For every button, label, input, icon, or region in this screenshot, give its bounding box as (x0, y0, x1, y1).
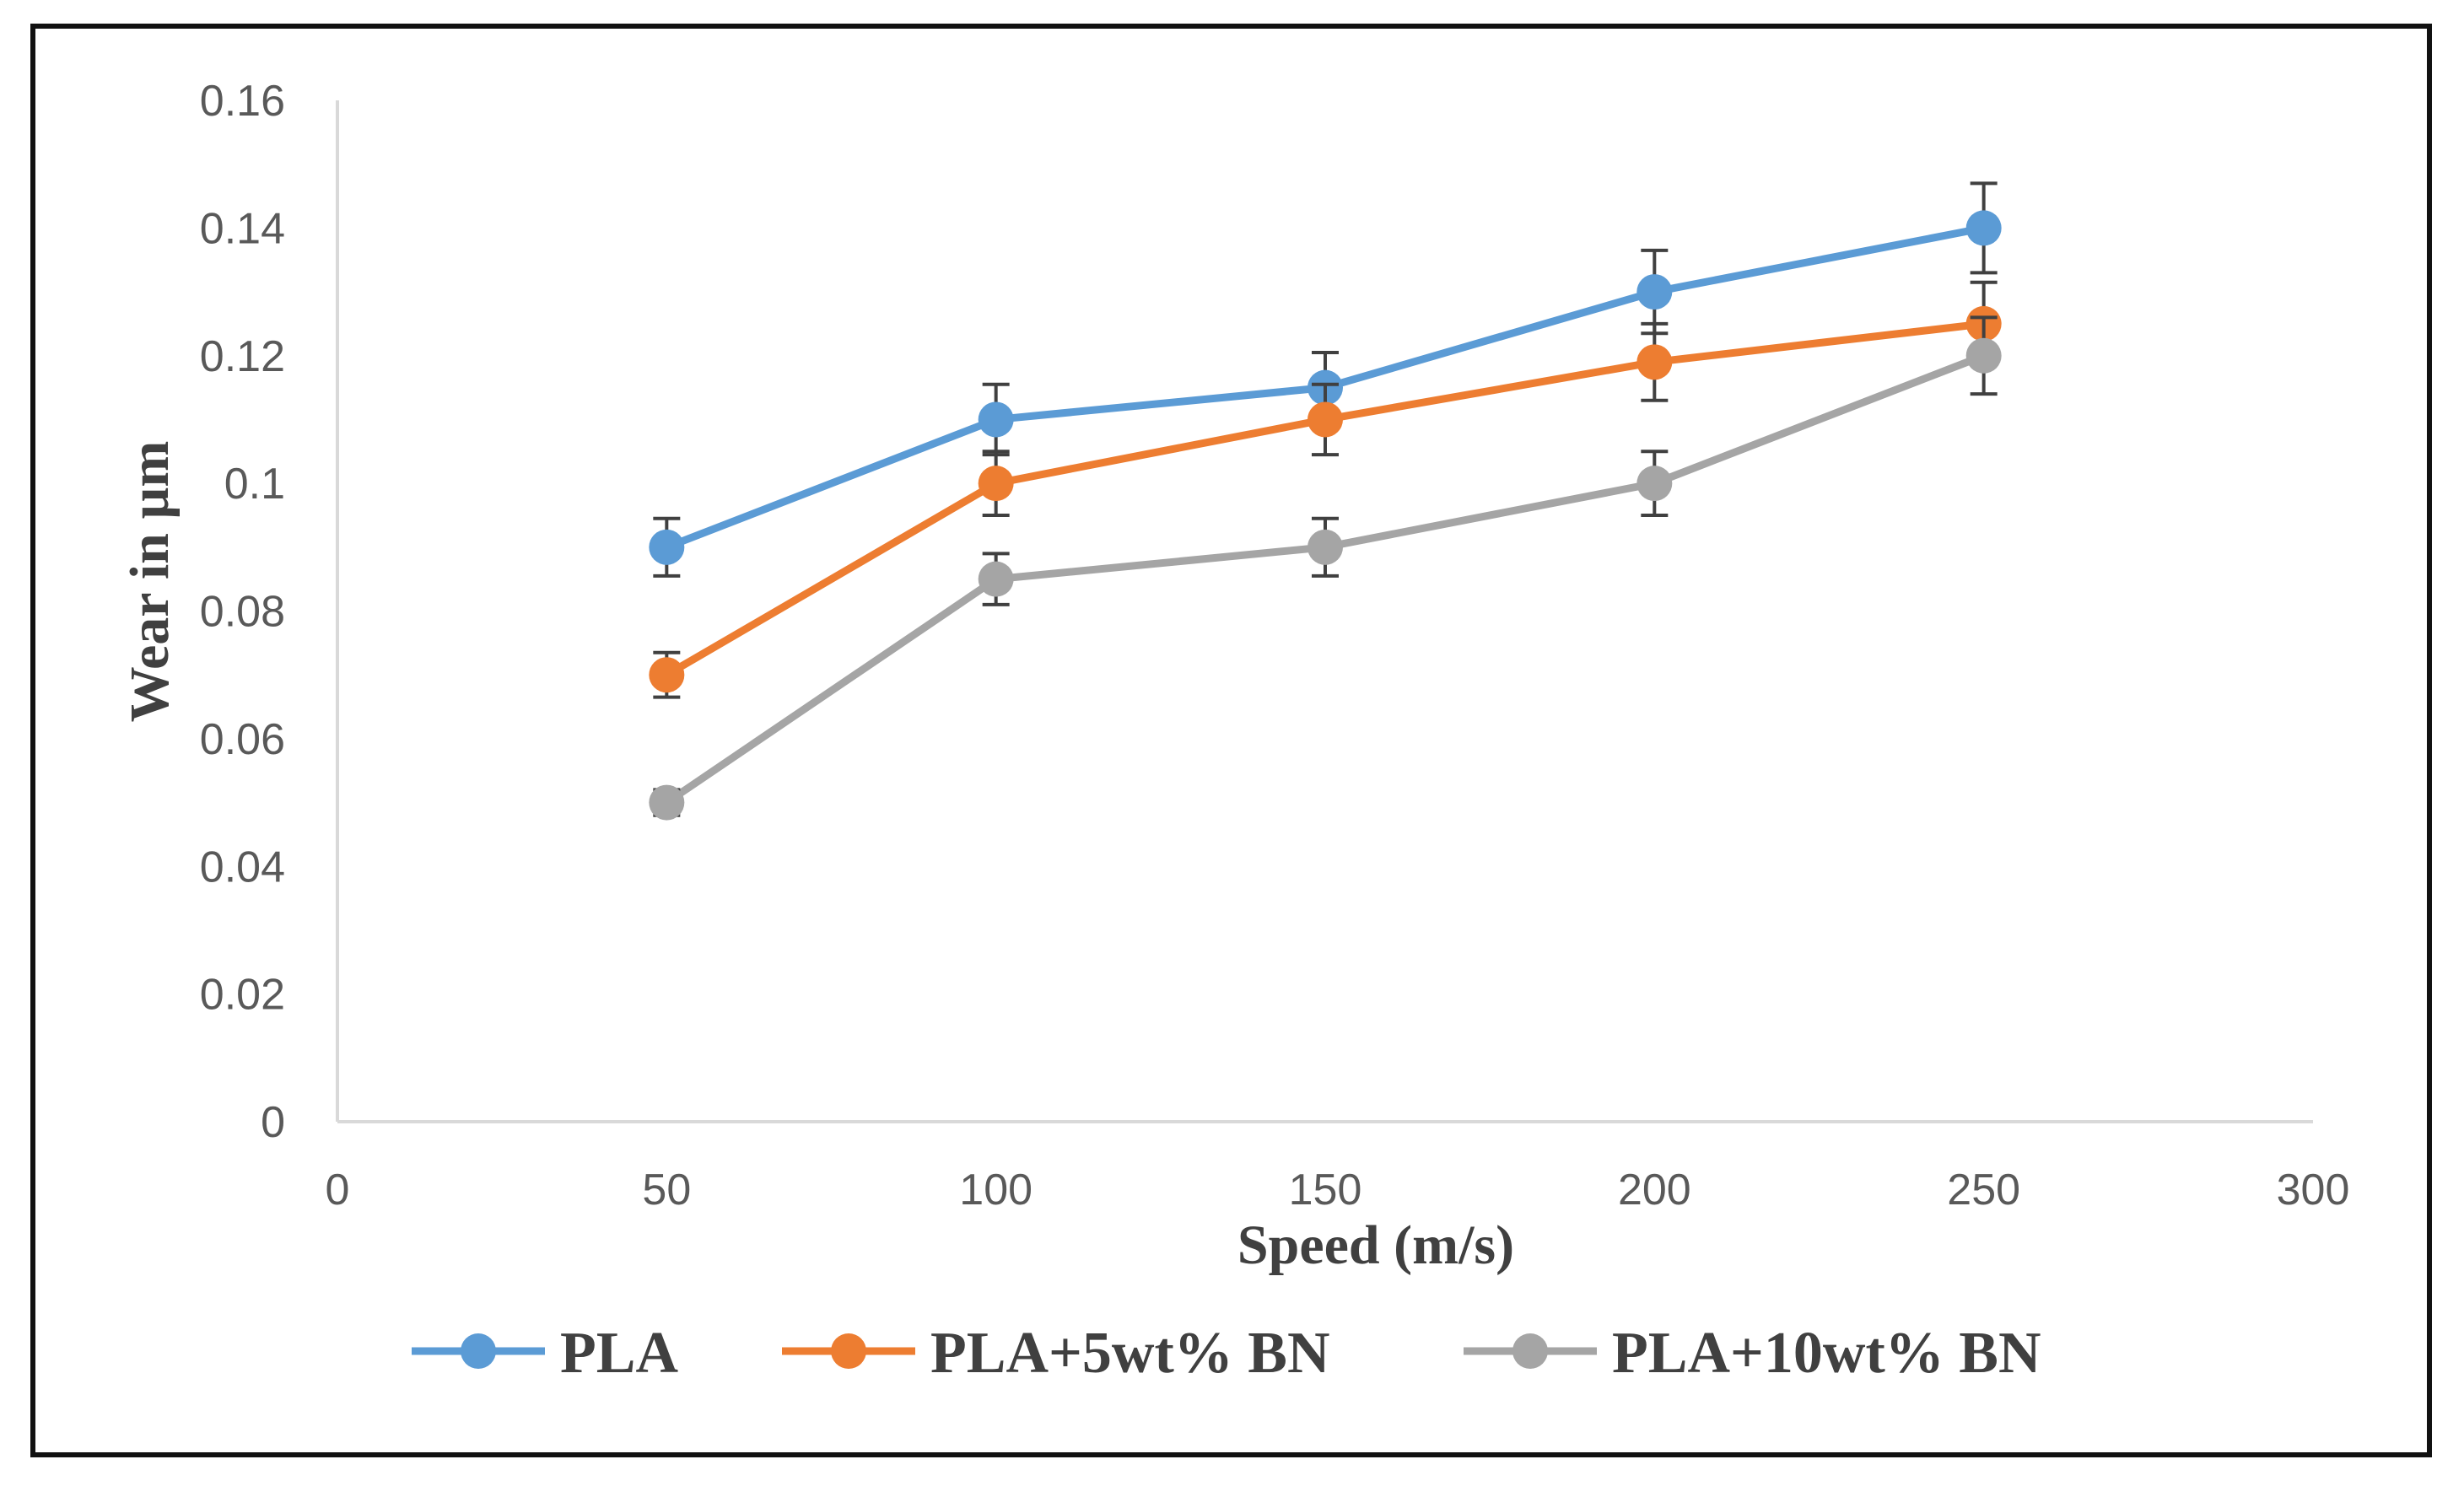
legend-label: PLA (560, 1321, 678, 1386)
x-tick-label: 250 (1947, 1166, 2020, 1214)
legend-marker (461, 1333, 496, 1369)
chart: 0 50 100 150 200 250 300 00.020.040.060.080.10… (119, 77, 2350, 1386)
y-tick-labels: 0 0.02 0.04 0.06 0.08 0.1 0.12 0.14 0.16 (200, 77, 285, 1147)
y-tick-label: 0.12 (200, 332, 285, 381)
x-tick-label: 200 (1618, 1166, 1691, 1214)
x-tick-label: 100 (959, 1166, 1033, 1214)
data-point (1636, 466, 1673, 502)
data-point (1965, 337, 2002, 374)
legend-marker (1512, 1333, 1548, 1369)
y-tick-label: 0.16 (200, 77, 285, 126)
y-tick-label: 0.06 (200, 715, 285, 764)
y-tick-label: 0.1 (224, 460, 285, 509)
y-tick-label: 0.02 (200, 971, 285, 1020)
axes (336, 100, 2313, 1123)
x-tick-labels: 0 50 100 150 200 250 300 (326, 1166, 2350, 1214)
series-1 (649, 280, 2002, 699)
data-point (1307, 401, 1343, 438)
x-tick-label: 300 (2277, 1166, 2350, 1214)
y-tick-label: 0.14 (200, 204, 285, 253)
x-tick-label: 50 (642, 1166, 691, 1214)
data-point (649, 529, 685, 565)
legend-item: PLA+5wt% BN (782, 1321, 1330, 1386)
legend-item: PLA+10wt% BN (1464, 1321, 2041, 1386)
data-point (978, 466, 1014, 502)
series-2 (649, 315, 2002, 821)
x-tick-label: 150 (1289, 1166, 1362, 1214)
data-point (978, 401, 1014, 438)
data-point (649, 784, 685, 821)
legend-marker (831, 1333, 866, 1369)
figure-frame: 0 50 100 150 200 250 300 0 0.02 0.04 0.06 0.08 0.1 0… (30, 24, 2432, 1457)
data-point (1636, 344, 1673, 380)
series-layer (649, 181, 2002, 821)
y-tick-label: 0.04 (200, 843, 285, 891)
legend-item: PLA (412, 1321, 678, 1386)
legend-label: PLA+5wt% BN (930, 1321, 1330, 1386)
data-point (649, 657, 685, 693)
data-point (1636, 274, 1673, 310)
data-point (1307, 529, 1343, 565)
x-tick-label: 0 (326, 1166, 350, 1214)
y-tick-label: 0 (261, 1098, 285, 1147)
y-tick-label: 0.08 (200, 588, 285, 637)
x-axis-title: Speed (m/s) (1237, 1214, 1514, 1276)
data-point (978, 561, 1014, 597)
legend-label: PLA+10wt% BN (1612, 1321, 2041, 1386)
legend: PLA PLA+5wt% BN PLA+10wt% BN (412, 1321, 2041, 1386)
data-point (1965, 210, 2002, 246)
y-axis-title: Wear in µm (119, 441, 181, 723)
